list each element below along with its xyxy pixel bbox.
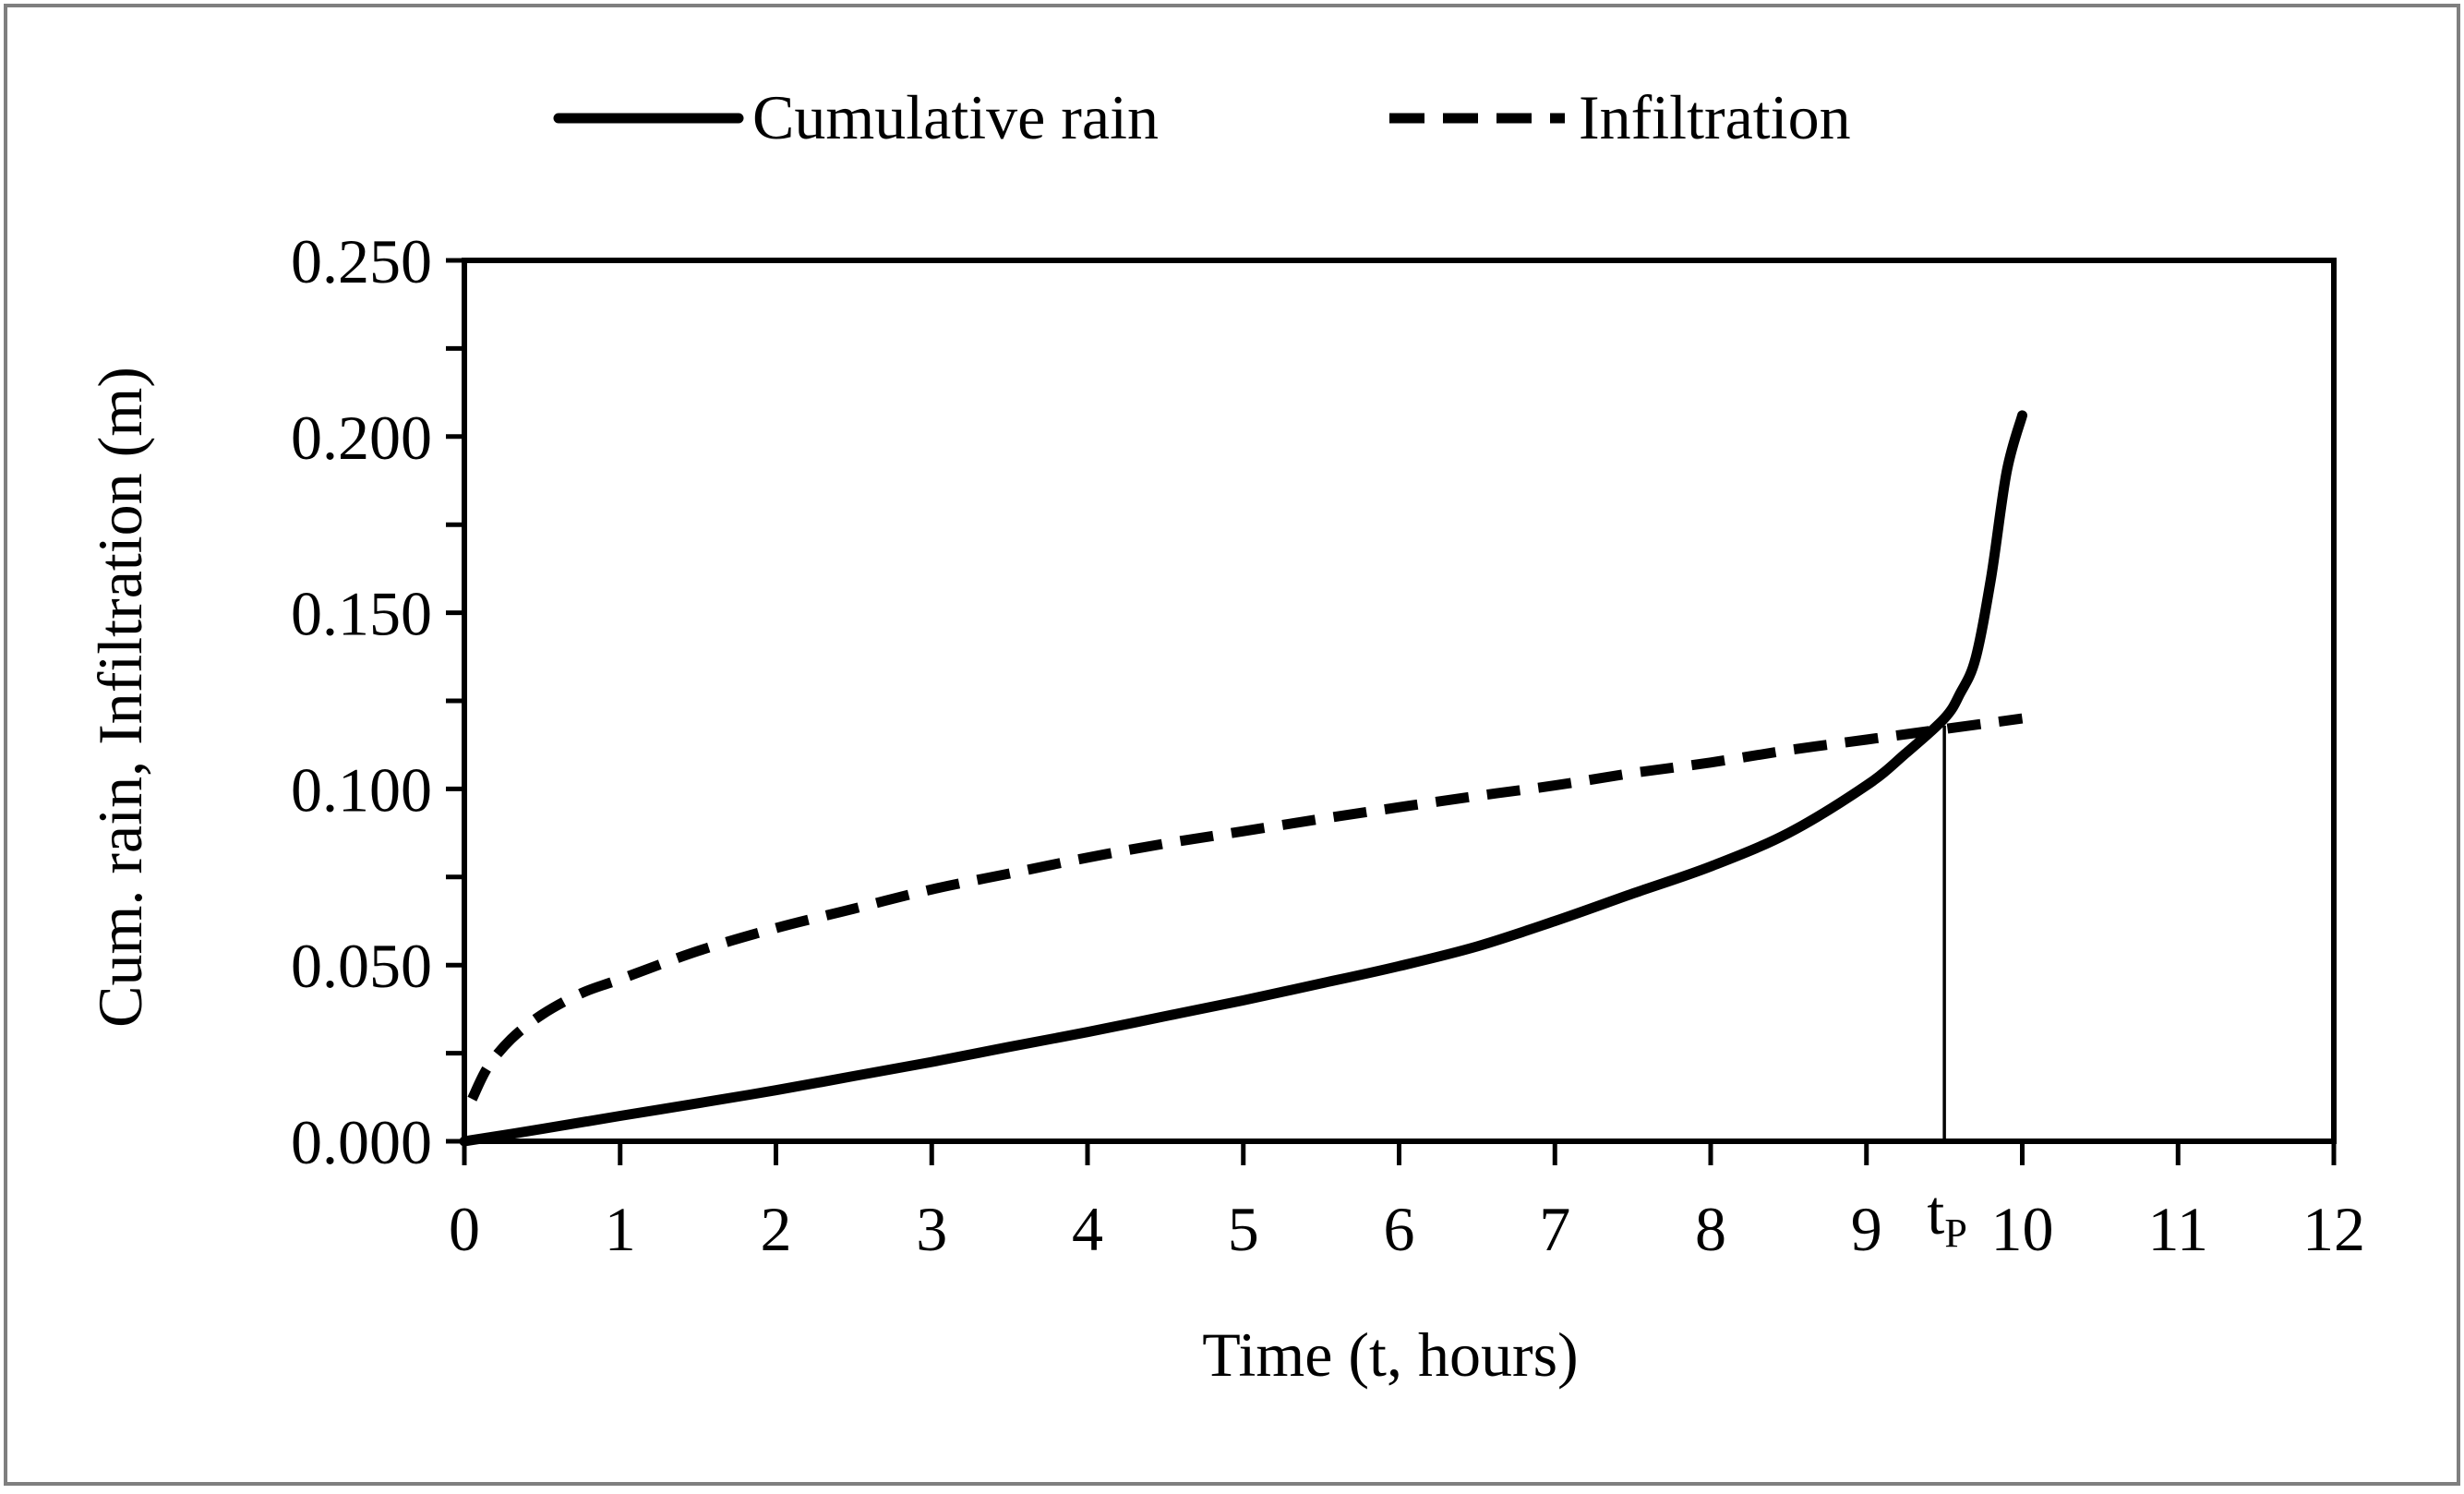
- x-tick-label: 12: [2302, 1194, 2365, 1264]
- x-tick-label: 0: [449, 1194, 480, 1264]
- x-tick-label: 4: [1072, 1194, 1103, 1264]
- x-tick-label: 9: [1851, 1194, 1882, 1264]
- annotations: tP: [1927, 725, 1967, 1256]
- x-tick-label: 10: [1991, 1194, 2054, 1264]
- legend: Cumulative rain Infiltration: [553, 82, 1851, 152]
- tp-label-subscript: P: [1944, 1211, 1966, 1256]
- tp-label: tP: [1927, 1177, 1966, 1256]
- x-tick-label: 7: [1539, 1194, 1570, 1264]
- y-tick-label: 0.000: [291, 1107, 432, 1177]
- x-tick-label: 6: [1384, 1194, 1415, 1264]
- y-axis-label: Cum. rain, Infiltration (m): [85, 367, 155, 1028]
- series-line-infiltration: [467, 713, 2024, 1102]
- x-tick-label: 3: [916, 1194, 947, 1264]
- x-tick-label: 5: [1228, 1194, 1259, 1264]
- x-tick-label: 1: [605, 1194, 636, 1264]
- y-tick-label: 0.150: [291, 579, 432, 649]
- axes: 0 1 2 3 4 5 6 7 8 9 10 11 120.0000.0500.1000.1500.20…: [291, 226, 2365, 1264]
- y-tick-label: 0.100: [291, 754, 432, 825]
- plot-area: [459, 410, 2027, 1147]
- y-tick-label: 0.200: [291, 403, 432, 473]
- chart-outer-border: [4, 4, 2460, 1486]
- x-tick-label: 11: [2148, 1194, 2208, 1264]
- x-axis-label: Time (t, hours): [1202, 1319, 1578, 1390]
- x-tick-label: 8: [1695, 1194, 1726, 1264]
- y-tick-label: 0.250: [291, 226, 432, 296]
- legend-label-cumulative-rain: Cumulative rain: [752, 82, 1159, 152]
- series-line-cumulative-rain: [459, 410, 2027, 1147]
- legend-label-infiltration: Infiltration: [1579, 82, 1851, 152]
- y-tick-label: 0.050: [291, 931, 432, 1001]
- x-tick-label: 2: [761, 1194, 792, 1264]
